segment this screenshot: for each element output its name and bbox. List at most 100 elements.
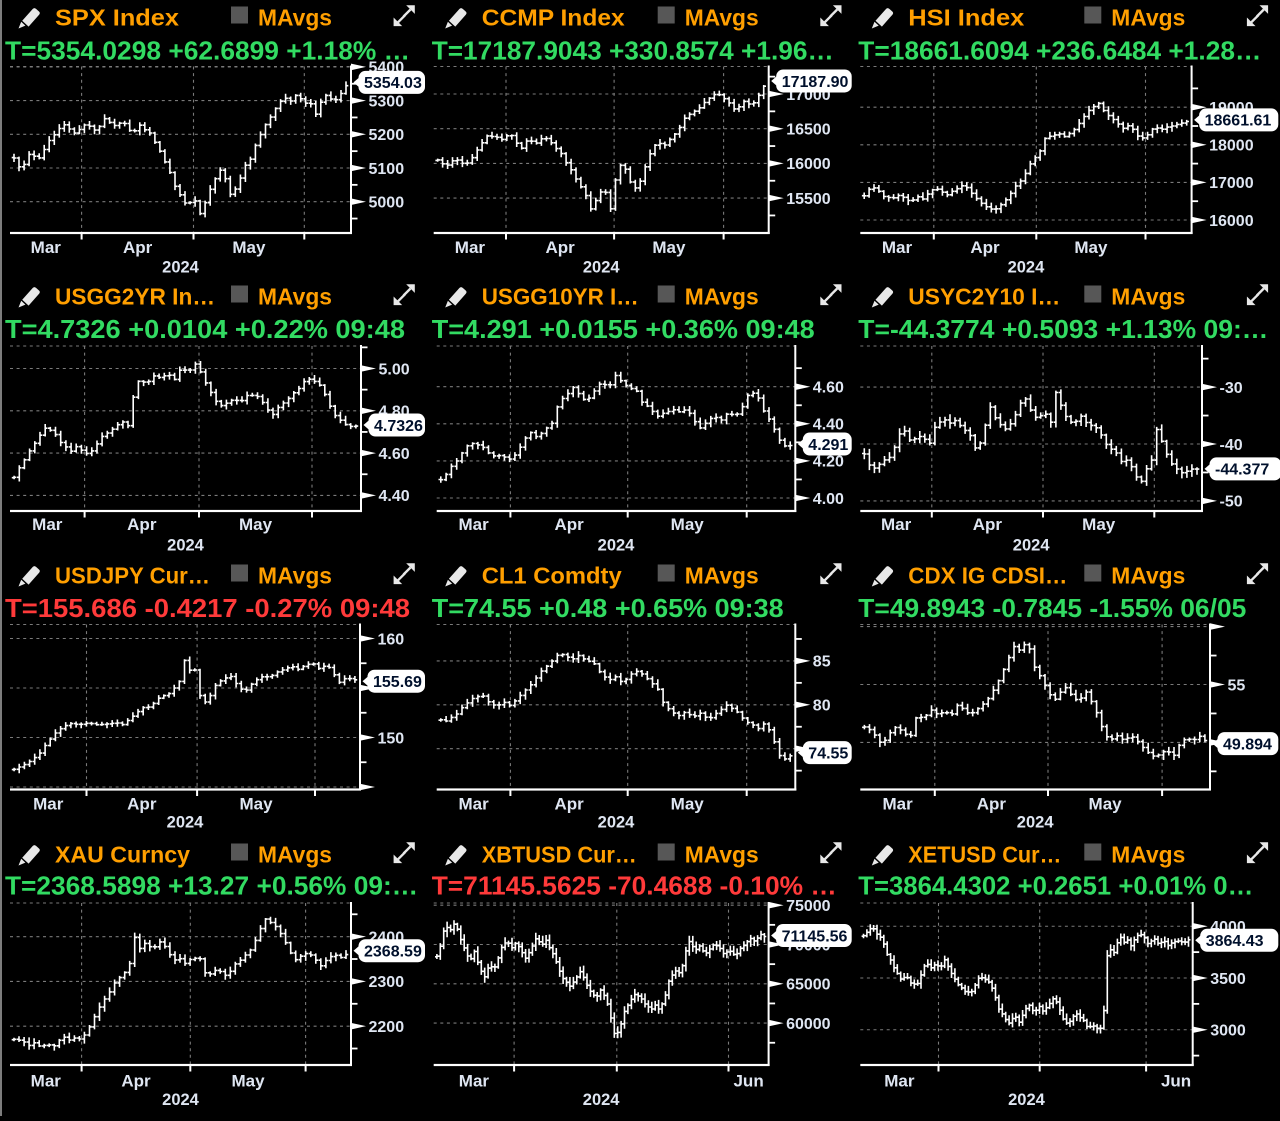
svg-text:USYC2Y10 I…: USYC2Y10 I… bbox=[908, 284, 1060, 310]
svg-text:-40: -40 bbox=[1220, 437, 1243, 454]
svg-text:Apr: Apr bbox=[127, 794, 157, 813]
svg-text:Mar: Mar bbox=[882, 794, 913, 813]
svg-text:5000: 5000 bbox=[369, 195, 405, 212]
svg-text:4.00: 4.00 bbox=[813, 491, 844, 508]
svg-text:5.00: 5.00 bbox=[379, 361, 410, 378]
svg-text:Mar: Mar bbox=[31, 238, 62, 257]
svg-text:74.55: 74.55 bbox=[808, 745, 848, 762]
svg-text:4.40: 4.40 bbox=[379, 488, 410, 505]
svg-text:16000: 16000 bbox=[786, 156, 831, 173]
svg-text:4.291: 4.291 bbox=[808, 437, 848, 454]
svg-text:T=4.291 +0.0155 +0.36% 09:48: T=4.291 +0.0155 +0.36% 09:48 bbox=[432, 314, 815, 344]
svg-text:MAvgs: MAvgs bbox=[685, 5, 759, 31]
svg-text:Apr: Apr bbox=[977, 794, 1007, 813]
svg-text:65000: 65000 bbox=[786, 977, 831, 994]
svg-text:T=4.7326 +0.0104 +0.22% 09:48: T=4.7326 +0.0104 +0.22% 09:48 bbox=[5, 314, 405, 344]
svg-text:T=2368.5898 +13.27 +0.56% 09:…: T=2368.5898 +13.27 +0.56% 09:… bbox=[5, 871, 418, 901]
svg-text:18661.61: 18661.61 bbox=[1205, 113, 1272, 130]
svg-text:MAvgs: MAvgs bbox=[685, 842, 759, 868]
svg-text:15500: 15500 bbox=[786, 191, 831, 208]
svg-text:May: May bbox=[232, 238, 266, 257]
svg-text:18000: 18000 bbox=[1209, 138, 1254, 155]
svg-text:4.7326: 4.7326 bbox=[374, 418, 423, 435]
svg-text:May: May bbox=[652, 238, 686, 257]
svg-text:49.894: 49.894 bbox=[1223, 736, 1272, 753]
svg-text:CL1 Comdty: CL1 Comdty bbox=[482, 563, 622, 589]
svg-text:Mar: Mar bbox=[458, 515, 489, 534]
svg-text:MAvgs: MAvgs bbox=[258, 842, 332, 868]
svg-text:Apr: Apr bbox=[545, 238, 575, 257]
svg-text:2024: 2024 bbox=[162, 1091, 200, 1109]
svg-text:Mar: Mar bbox=[884, 1071, 915, 1090]
svg-text:Mar: Mar bbox=[458, 794, 489, 813]
svg-text:85: 85 bbox=[813, 654, 831, 671]
svg-text:T=49.8943 -0.7845 -1.55% 06/05: T=49.8943 -0.7845 -1.55% 06/05 bbox=[858, 593, 1246, 623]
svg-text:60000: 60000 bbox=[786, 1016, 831, 1033]
svg-text:MAvgs: MAvgs bbox=[1111, 842, 1185, 868]
svg-text:Apr: Apr bbox=[970, 238, 1000, 257]
svg-text:5300: 5300 bbox=[369, 93, 405, 110]
svg-text:Apr: Apr bbox=[973, 515, 1003, 534]
svg-text:MAvgs: MAvgs bbox=[1111, 5, 1185, 31]
svg-text:2024: 2024 bbox=[1008, 259, 1046, 277]
svg-text:16500: 16500 bbox=[786, 122, 831, 139]
svg-text:-44.377: -44.377 bbox=[1215, 462, 1269, 479]
svg-text:75000: 75000 bbox=[786, 898, 831, 915]
svg-text:T=17187.9043 +330.8574 +1.96…: T=17187.9043 +330.8574 +1.96… bbox=[432, 36, 834, 66]
svg-text:Jun: Jun bbox=[733, 1071, 763, 1090]
svg-text:MAvgs: MAvgs bbox=[1111, 563, 1185, 589]
svg-text:4.20: 4.20 bbox=[813, 454, 844, 471]
svg-text:Mar: Mar bbox=[882, 238, 913, 257]
svg-text:2024: 2024 bbox=[167, 537, 205, 555]
svg-text:Mar: Mar bbox=[31, 1071, 62, 1090]
svg-text:May: May bbox=[1082, 515, 1116, 534]
svg-text:XAU Curncy: XAU Curncy bbox=[55, 842, 190, 868]
svg-text:3500: 3500 bbox=[1210, 971, 1246, 988]
svg-text:4.60: 4.60 bbox=[379, 446, 410, 463]
svg-text:2024: 2024 bbox=[1013, 537, 1051, 555]
svg-text:5100: 5100 bbox=[369, 161, 405, 178]
svg-text:HSI Index: HSI Index bbox=[908, 5, 1024, 31]
svg-text:2368.59: 2368.59 bbox=[364, 944, 422, 961]
svg-text:MAvgs: MAvgs bbox=[258, 5, 332, 31]
svg-text:May: May bbox=[671, 794, 705, 813]
svg-text:MAvgs: MAvgs bbox=[258, 284, 332, 310]
svg-text:T=74.55 +0.48 +0.65% 09:38: T=74.55 +0.48 +0.65% 09:38 bbox=[432, 593, 784, 623]
svg-text:T=3864.4302 +0.2651 +0.01% 0…: T=3864.4302 +0.2651 +0.01% 0… bbox=[858, 871, 1253, 901]
svg-text:3864.43: 3864.43 bbox=[1206, 933, 1264, 950]
svg-text:150: 150 bbox=[378, 730, 405, 747]
svg-text:Mar: Mar bbox=[881, 515, 912, 534]
svg-text:Mar: Mar bbox=[32, 515, 63, 534]
svg-text:55: 55 bbox=[1228, 677, 1246, 694]
svg-text:160: 160 bbox=[378, 631, 405, 648]
svg-text:2024: 2024 bbox=[598, 537, 636, 555]
svg-text:T=155.686 -0.4217 -0.27% 09:48: T=155.686 -0.4217 -0.27% 09:48 bbox=[5, 593, 410, 623]
svg-text:T=-44.3774 +0.5093 +1.13% 09:…: T=-44.3774 +0.5093 +1.13% 09:… bbox=[858, 314, 1268, 344]
svg-text:2024: 2024 bbox=[598, 814, 636, 832]
svg-text:Apr: Apr bbox=[121, 1071, 151, 1090]
svg-text:16000: 16000 bbox=[1209, 213, 1254, 230]
svg-text:5354.03: 5354.03 bbox=[364, 75, 422, 92]
svg-text:Mar: Mar bbox=[33, 794, 64, 813]
svg-text:MAvgs: MAvgs bbox=[685, 284, 759, 310]
svg-text:May: May bbox=[239, 515, 273, 534]
svg-text:CDX IG CDSI…: CDX IG CDSI… bbox=[908, 563, 1067, 589]
svg-text:2024: 2024 bbox=[1017, 814, 1055, 832]
svg-text:2200: 2200 bbox=[369, 1019, 405, 1036]
svg-text:May: May bbox=[1089, 794, 1123, 813]
svg-text:USDJPY Cur…: USDJPY Cur… bbox=[55, 563, 210, 589]
svg-text:2024: 2024 bbox=[167, 814, 205, 832]
svg-text:Apr: Apr bbox=[123, 238, 153, 257]
svg-text:MAvgs: MAvgs bbox=[258, 563, 332, 589]
svg-text:4.40: 4.40 bbox=[813, 417, 844, 434]
svg-text:2024: 2024 bbox=[162, 259, 200, 277]
svg-text:Apr: Apr bbox=[554, 515, 584, 534]
svg-text:T=5354.0298 +62.6899 +1.18% …: T=5354.0298 +62.6899 +1.18% … bbox=[5, 36, 410, 66]
svg-text:May: May bbox=[239, 794, 273, 813]
svg-text:17187.90: 17187.90 bbox=[782, 74, 849, 91]
svg-text:USGG10YR I…: USGG10YR I… bbox=[482, 284, 639, 310]
svg-text:USGG2YR In…: USGG2YR In… bbox=[55, 284, 215, 310]
svg-text:2024: 2024 bbox=[583, 259, 621, 277]
svg-text:2300: 2300 bbox=[369, 974, 405, 991]
svg-text:155.69: 155.69 bbox=[373, 674, 422, 691]
